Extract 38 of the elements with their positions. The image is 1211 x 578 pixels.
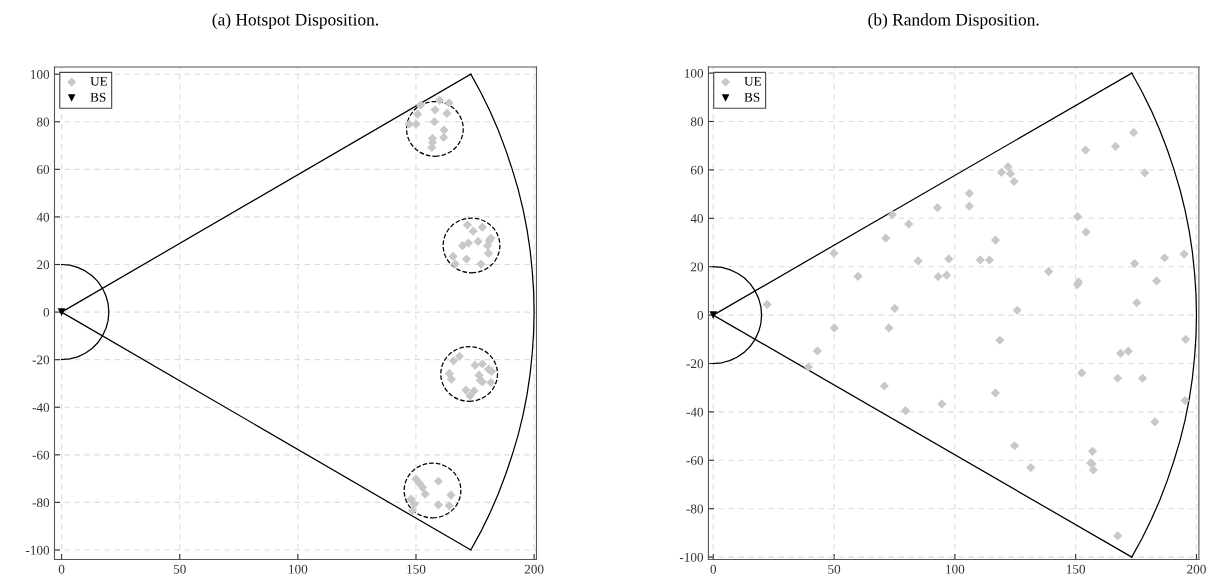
y-tick-label: 100 xyxy=(684,68,704,78)
chart-title: (a) Hotspot Disposition. xyxy=(212,13,379,30)
y-tick-label: 40 xyxy=(36,212,50,222)
y-tick-label: -40 xyxy=(32,403,50,412)
y-tick-label: 0 xyxy=(43,307,50,317)
y-tick-label: 0 xyxy=(697,310,704,320)
x-tick-label: 50 xyxy=(173,564,186,574)
x-tick-label: 50 xyxy=(828,564,841,574)
x-tick-label: 150 xyxy=(407,564,426,574)
x-tick-label: 200 xyxy=(524,564,544,574)
x-tick-label: 0 xyxy=(58,564,65,574)
y-tick-label: -20 xyxy=(32,355,50,365)
y-tick-label: -80 xyxy=(32,498,50,508)
y-tick-label: 60 xyxy=(690,165,704,175)
y-tick-label: -80 xyxy=(686,504,704,514)
x-tick-label: 100 xyxy=(946,564,965,574)
legend-label: BS xyxy=(90,92,106,102)
y-tick-label: -100 xyxy=(679,552,704,562)
y-tick-label: 20 xyxy=(690,262,704,272)
x-tick-label: 0 xyxy=(710,564,717,574)
y-tick-label: 20 xyxy=(37,260,50,270)
y-tick-label: 60 xyxy=(37,165,50,175)
legend-label: BS xyxy=(744,92,760,102)
x-tick-label: 100 xyxy=(289,564,308,574)
y-tick-label: 80 xyxy=(36,117,50,127)
legend-label: UE xyxy=(744,76,761,86)
y-tick-label: -40 xyxy=(686,407,704,417)
y-tick-label: 80 xyxy=(690,117,704,127)
legend-label: UE xyxy=(90,76,108,86)
y-tick-label: 40 xyxy=(690,214,704,223)
y-tick-label: -60 xyxy=(32,450,50,460)
x-tick-label: 150 xyxy=(1066,564,1086,574)
y-tick-label: 100 xyxy=(31,69,50,79)
chart-title: (b) Random Disposition. xyxy=(868,13,1039,30)
y-tick-label: -20 xyxy=(686,359,704,369)
y-tick-label: -100 xyxy=(25,545,50,555)
y-tick-label: -60 xyxy=(686,456,704,465)
x-tick-label: 200 xyxy=(1187,564,1206,574)
